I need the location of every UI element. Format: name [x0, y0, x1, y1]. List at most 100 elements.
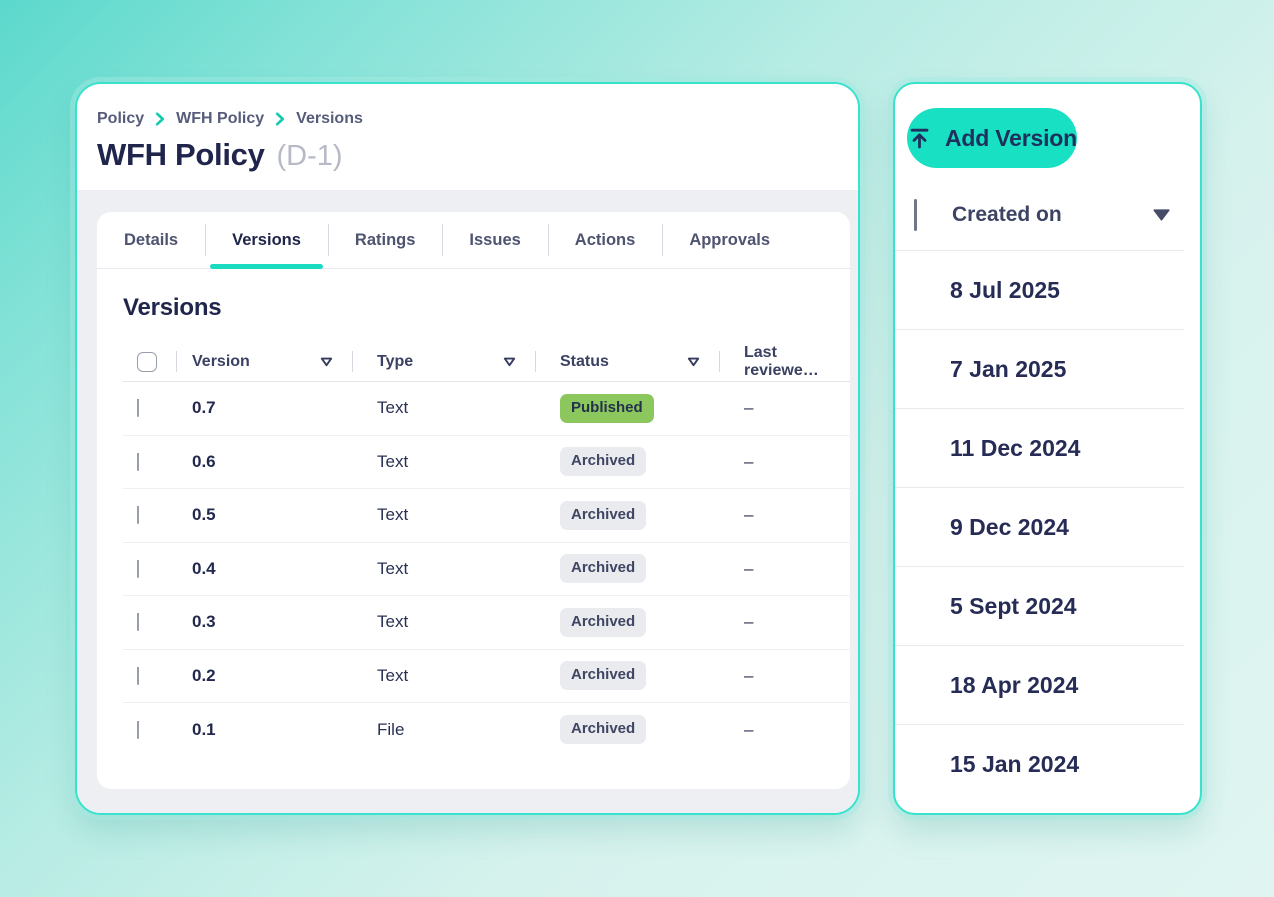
last-reviewed-value: – [744, 665, 754, 685]
divider [895, 250, 1184, 251]
tab-actions[interactable]: Actions [547, 212, 663, 268]
row-checkbox-cell [123, 506, 177, 525]
created-on-date-item[interactable]: 7 Jan 2025 [895, 330, 1184, 409]
chevron-right-icon [275, 112, 285, 126]
row-checkbox[interactable] [137, 399, 139, 418]
status-badge: Archived [560, 607, 647, 637]
add-version-button[interactable]: Add Version [907, 108, 1077, 168]
created-on-date-item[interactable]: 5 Sept 2024 [895, 567, 1184, 646]
created-on-sort-header[interactable]: Created on [914, 195, 1170, 235]
column-header-type[interactable]: Type [353, 342, 536, 381]
breadcrumb-item[interactable]: WFH Policy [176, 110, 265, 127]
version-value: 0.2 [192, 665, 216, 685]
table-row[interactable]: 0.2 Text Archived – [123, 650, 850, 703]
select-all-checkbox[interactable] [137, 351, 157, 372]
status-badge: Published [560, 393, 654, 423]
table-row[interactable]: 0.6 Text Archived – [123, 436, 850, 489]
table-row[interactable]: 0.4 Text Archived – [123, 543, 850, 596]
section-title: Versions [123, 294, 222, 321]
chevron-right-icon [155, 112, 165, 126]
column-header-status[interactable]: Status [536, 342, 720, 381]
status-badge: Archived [560, 661, 647, 691]
row-checkbox-cell [123, 666, 177, 685]
policy-detail-card: Policy WFH Policy Versions WFH Policy (D… [75, 82, 860, 815]
table-body: 0.7 Text Published – 0.6 Text Archived –… [123, 382, 850, 757]
row-checkbox-cell [123, 720, 177, 739]
last-reviewed-value: – [744, 719, 754, 739]
breadcrumb-item[interactable]: Versions [296, 110, 363, 127]
column-header-label: Version [192, 352, 250, 370]
tab-label: Ratings [354, 230, 416, 249]
created-on-label: Created on [952, 203, 1062, 226]
add-version-button-label: Add Version [945, 124, 1077, 151]
row-checkbox[interactable] [137, 613, 139, 632]
row-checkbox[interactable] [137, 720, 139, 739]
status-cell: Archived [536, 554, 720, 584]
column-header-last-reviewe-: Last reviewe… [720, 342, 850, 381]
tab-bar: Details Versions Ratings Issues Actions … [97, 212, 850, 269]
tab-label: Approvals [689, 230, 770, 249]
version-value: 0.4 [192, 558, 216, 578]
status-cell: Archived [536, 607, 720, 637]
table-row[interactable]: 0.3 Text Archived – [123, 596, 850, 650]
page-title-code: (D-1) [276, 140, 343, 172]
last-reviewed-value: – [744, 505, 754, 525]
column-header-version[interactable]: Version [177, 342, 353, 381]
last-reviewed-value: – [744, 558, 754, 578]
type-value: Text [377, 665, 409, 685]
versions-section: Versions Version Type [97, 269, 850, 789]
row-checkbox[interactable] [137, 506, 139, 525]
type-value: Text [377, 505, 409, 525]
status-cell: Archived [536, 661, 720, 691]
versions-table: Version Type Status Last reviewe… [123, 342, 850, 757]
tab-details[interactable]: Details [97, 212, 205, 268]
tab-label: Actions [574, 230, 636, 249]
created-on-date-item[interactable]: 9 Dec 2024 [895, 488, 1184, 567]
status-cell: Archived [536, 447, 720, 477]
row-checkbox-cell [123, 559, 177, 578]
version-value: 0.1 [192, 719, 216, 739]
type-value: Text [377, 451, 409, 471]
page-title: WFH Policy [97, 137, 265, 172]
policy-panel: Details Versions Ratings Issues Actions … [97, 212, 850, 789]
status-badge: Archived [560, 715, 647, 745]
column-header-label: Type [377, 352, 414, 370]
last-reviewed-value: – [744, 398, 754, 418]
version-value: 0.3 [192, 612, 216, 632]
tab-label: Issues [469, 230, 521, 249]
created-on-date-item[interactable]: 8 Jul 2025 [895, 251, 1184, 330]
table-header-row: Version Type Status Last reviewe… [123, 342, 850, 382]
created-on-date-item[interactable]: 18 Apr 2024 [895, 646, 1184, 725]
type-value: Text [377, 558, 409, 578]
tab-approvals[interactable]: Approvals [662, 212, 797, 268]
created-on-date-list: 8 Jul 2025 7 Jan 2025 11 Dec 2024 9 Dec … [895, 251, 1200, 804]
version-value: 0.5 [192, 505, 216, 525]
created-on-date-item[interactable]: 11 Dec 2024 [895, 409, 1184, 488]
breadcrumb: Policy WFH Policy Versions [97, 110, 838, 128]
sort-filter-icon [687, 357, 700, 367]
tab-versions[interactable]: Versions [205, 212, 328, 269]
type-value: Text [377, 398, 409, 418]
sort-handle-bar [914, 199, 917, 231]
tab-issues[interactable]: Issues [442, 212, 547, 268]
versions-side-card: Add Version Created on 8 Jul 2025 7 Jan … [893, 82, 1202, 815]
table-row[interactable]: 0.1 File Archived – [123, 703, 850, 757]
tab-ratings[interactable]: Ratings [327, 212, 443, 268]
row-checkbox-cell [123, 452, 177, 471]
breadcrumb-item[interactable]: Policy [97, 110, 145, 127]
row-checkbox[interactable] [137, 666, 139, 685]
last-reviewed-value: – [744, 451, 754, 471]
status-badge: Archived [560, 500, 647, 530]
page-title-row: WFH Policy (D-1) [97, 137, 838, 173]
row-checkbox-cell [123, 399, 177, 418]
status-cell: Archived [536, 715, 720, 745]
row-checkbox[interactable] [137, 559, 139, 578]
sort-filter-icon [503, 357, 516, 367]
table-row[interactable]: 0.5 Text Archived – [123, 489, 850, 543]
row-checkbox[interactable] [137, 452, 139, 471]
upload-icon [907, 126, 932, 151]
created-on-date-item[interactable]: 15 Jan 2024 [950, 751, 1080, 777]
status-cell: Published [536, 393, 720, 423]
table-row[interactable]: 0.7 Text Published – [123, 382, 850, 436]
